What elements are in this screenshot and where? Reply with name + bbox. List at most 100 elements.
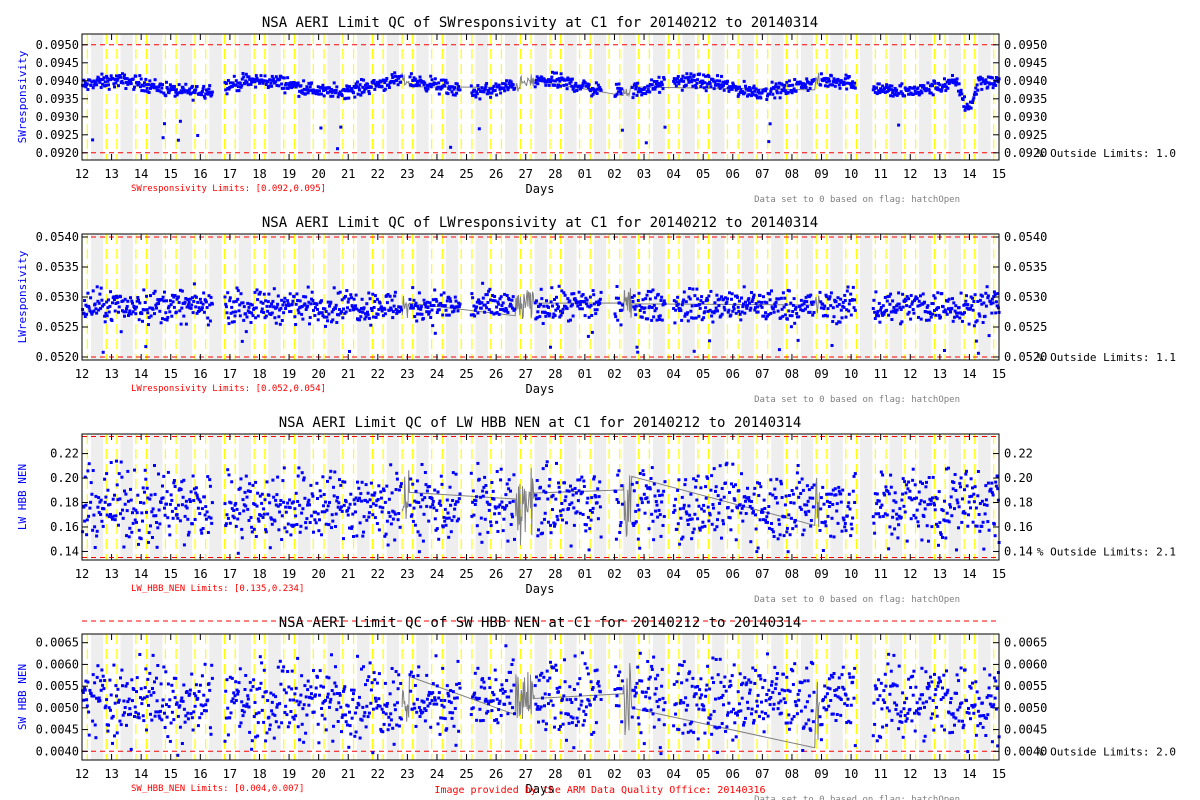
data-point xyxy=(334,91,337,95)
data-point xyxy=(258,494,262,498)
data-point xyxy=(198,683,202,687)
data-point xyxy=(203,513,207,517)
data-point xyxy=(289,81,293,85)
data-point xyxy=(334,89,338,92)
data-point xyxy=(197,690,201,693)
data-point xyxy=(632,294,636,298)
data-point xyxy=(232,509,236,512)
data-point xyxy=(421,498,425,502)
x-tick-label: 03 xyxy=(637,167,651,181)
data-point xyxy=(281,479,285,483)
data-point xyxy=(487,89,491,93)
data-point xyxy=(199,703,203,707)
data-point xyxy=(390,667,394,670)
data-point xyxy=(760,305,764,309)
data-point xyxy=(177,83,181,87)
data-point xyxy=(780,307,784,311)
data-point xyxy=(179,488,183,491)
data-point xyxy=(984,498,988,502)
data-point xyxy=(176,91,180,95)
x-tick-label: 13 xyxy=(104,367,118,381)
data-point xyxy=(713,528,717,532)
data-point xyxy=(841,516,845,520)
data-point xyxy=(286,501,290,505)
data-point xyxy=(345,84,349,88)
data-point xyxy=(646,500,650,504)
data-point xyxy=(142,84,146,88)
data-point xyxy=(551,315,555,319)
data-point xyxy=(381,314,385,318)
data-point xyxy=(455,519,459,523)
data-point xyxy=(135,520,138,524)
data-point xyxy=(553,71,556,75)
data-point xyxy=(353,734,357,738)
data-point xyxy=(148,671,152,675)
data-point xyxy=(361,310,365,314)
data-point xyxy=(290,669,294,673)
data-point xyxy=(306,88,310,92)
x-tick-label: 02 xyxy=(607,567,621,581)
data-point xyxy=(787,309,791,313)
data-point xyxy=(491,86,495,90)
data-point xyxy=(730,85,733,89)
data-point xyxy=(126,82,130,86)
data-point xyxy=(827,505,831,508)
data-point xyxy=(662,515,666,518)
data-point xyxy=(805,77,809,81)
data-point xyxy=(168,502,172,506)
data-point xyxy=(444,308,448,312)
data-point xyxy=(652,303,656,307)
data-point xyxy=(477,696,481,700)
data-point xyxy=(137,528,141,532)
data-point xyxy=(479,516,483,520)
data-point xyxy=(318,489,322,493)
data-point xyxy=(533,503,537,507)
data-point xyxy=(478,97,482,101)
data-point xyxy=(911,300,915,304)
data-point xyxy=(661,87,665,91)
data-point xyxy=(230,507,234,511)
data-point xyxy=(246,489,250,493)
data-point xyxy=(204,517,208,521)
data-point xyxy=(660,83,664,87)
data-point xyxy=(783,296,787,300)
data-point xyxy=(557,77,561,81)
data-point xyxy=(720,74,723,78)
data-point xyxy=(250,747,254,751)
data-point xyxy=(283,526,287,530)
data-point xyxy=(393,538,397,542)
data-point xyxy=(568,503,572,506)
data-point xyxy=(361,705,365,709)
data-point xyxy=(360,78,363,81)
data-point xyxy=(268,727,272,731)
data-point xyxy=(906,487,910,491)
data-point xyxy=(383,81,387,85)
data-point xyxy=(918,303,922,307)
data-point xyxy=(729,528,733,532)
data-point xyxy=(122,545,126,549)
data-point xyxy=(91,528,95,532)
data-point xyxy=(414,489,418,493)
data-series xyxy=(81,644,1001,757)
data-point xyxy=(537,77,540,80)
data-point xyxy=(655,503,659,507)
data-point xyxy=(959,485,962,489)
data-point xyxy=(275,493,279,497)
data-point xyxy=(440,703,444,707)
data-point xyxy=(640,497,644,501)
data-point xyxy=(686,319,690,323)
data-point xyxy=(289,533,293,537)
data-point xyxy=(413,523,417,527)
data-point xyxy=(277,725,281,729)
data-point xyxy=(994,484,998,488)
data-point xyxy=(291,299,295,303)
data-point xyxy=(897,302,901,306)
data-point xyxy=(278,659,282,663)
data-point xyxy=(364,498,367,502)
data-point xyxy=(110,716,114,720)
data-point xyxy=(336,291,340,295)
data-point xyxy=(877,301,881,305)
data-point xyxy=(484,697,488,701)
data-point xyxy=(539,287,543,291)
night-band xyxy=(978,434,991,560)
